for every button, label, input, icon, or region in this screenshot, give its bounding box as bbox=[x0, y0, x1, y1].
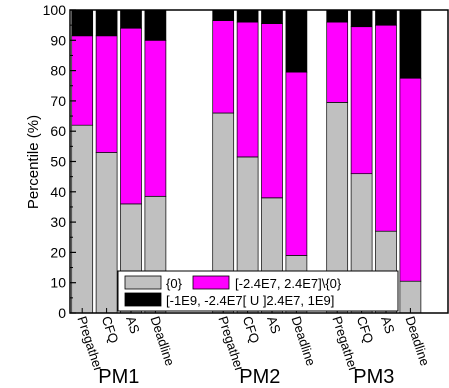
x-tick-label: Deadline bbox=[403, 314, 433, 367]
bar-segment bbox=[399, 9, 422, 79]
x-tick-label: Deadline bbox=[289, 314, 319, 367]
legend-label-zero: {0} bbox=[166, 276, 183, 291]
bar-segment bbox=[285, 71, 308, 256]
bar-segment bbox=[375, 24, 397, 232]
y-axis: 0 10 20 30 40 50 60 70 80 90 100 bbox=[43, 2, 76, 321]
legend-swatch-zero bbox=[124, 275, 162, 290]
y-tick-label: 80 bbox=[50, 63, 66, 79]
bar-segment bbox=[95, 9, 118, 37]
group-label: PM2 bbox=[239, 366, 280, 388]
y-axis-label: Percentile (%) bbox=[25, 115, 42, 209]
bar-segment bbox=[144, 9, 167, 41]
bar-segment bbox=[144, 39, 167, 197]
bar-segment bbox=[261, 9, 283, 24]
bars-layer bbox=[71, 9, 422, 314]
y-tick-label: 30 bbox=[50, 214, 66, 230]
legend: {0} [-2.4E7, 2.4E7]\{0} [-1E9, -2.4E7[ U… bbox=[117, 270, 399, 312]
y-tick-label: 50 bbox=[50, 154, 66, 170]
bar-segment bbox=[95, 152, 118, 314]
bar-segment bbox=[326, 9, 349, 23]
x-tick-label: CFQ bbox=[354, 314, 377, 345]
legend-box bbox=[117, 270, 399, 312]
bar-segment bbox=[212, 9, 235, 21]
y-tick-label: 60 bbox=[50, 123, 66, 139]
y-tick-label: 100 bbox=[43, 2, 67, 18]
y-tick-label: 90 bbox=[50, 32, 66, 48]
legend-swatch-small-range bbox=[192, 275, 230, 290]
bar-segment bbox=[71, 9, 94, 37]
bar-segment bbox=[326, 21, 349, 103]
bar-segment bbox=[236, 21, 259, 158]
x-tick-label: AS bbox=[123, 314, 143, 335]
bar-segment bbox=[285, 9, 308, 73]
y-tick-label: 70 bbox=[50, 93, 66, 109]
y-tick-label: 40 bbox=[50, 184, 66, 200]
group-label: PM3 bbox=[353, 366, 394, 388]
y-tick-label: 20 bbox=[50, 244, 66, 260]
x-tick-label: CFQ bbox=[99, 314, 122, 345]
x-tick-label: AS bbox=[264, 314, 284, 335]
x-tick-label: CFQ bbox=[240, 314, 263, 345]
bar-segment bbox=[261, 23, 283, 199]
bar-segment bbox=[120, 9, 142, 29]
bar-segment bbox=[350, 9, 373, 28]
bar-segment bbox=[71, 124, 94, 314]
bar-segment bbox=[95, 35, 118, 153]
bar-segment bbox=[399, 77, 422, 282]
bar-segment bbox=[236, 9, 259, 23]
x-tick-label: AS bbox=[378, 314, 398, 335]
y-tick-label: 10 bbox=[50, 275, 66, 291]
legend-label-small-range: [-2.4E7, 2.4E7]\{0} bbox=[235, 276, 342, 291]
bar-segment bbox=[350, 26, 373, 175]
bar-segment bbox=[120, 27, 142, 205]
legend-label-large-range: [-1E9, -2.4E7[ U ]2.4E7, 1E9] bbox=[166, 293, 334, 308]
bar-segment bbox=[71, 35, 94, 126]
x-tick-label: Deadline bbox=[148, 314, 178, 367]
legend-swatch-large-range bbox=[124, 292, 162, 307]
bar-segment bbox=[375, 9, 397, 26]
group-label: PM1 bbox=[98, 366, 139, 388]
bar-segment bbox=[212, 20, 235, 114]
y-tick-label: 0 bbox=[58, 305, 66, 321]
